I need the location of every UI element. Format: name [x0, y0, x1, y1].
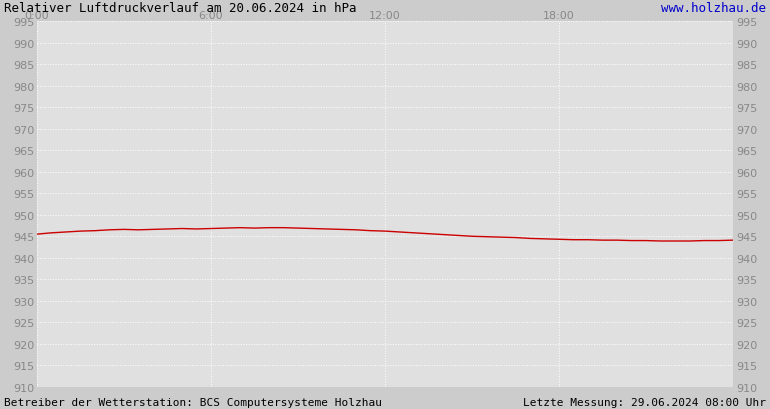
Text: Relativer Luftdruckverlauf am 20.06.2024 in hPa: Relativer Luftdruckverlauf am 20.06.2024… [4, 2, 357, 15]
Text: Betreiber der Wetterstation: BCS Computersysteme Holzhau: Betreiber der Wetterstation: BCS Compute… [4, 397, 382, 407]
Text: www.holzhau.de: www.holzhau.de [661, 2, 766, 15]
Text: Letzte Messung: 29.06.2024 08:00 Uhr: Letzte Messung: 29.06.2024 08:00 Uhr [523, 397, 766, 407]
